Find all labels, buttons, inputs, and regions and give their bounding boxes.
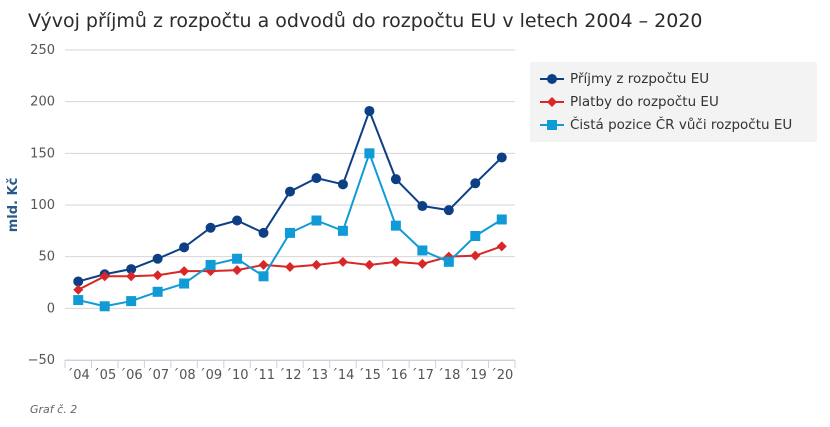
- data-point-diamond[interactable]: [311, 259, 322, 270]
- data-point-circle[interactable]: [417, 201, 428, 212]
- data-point-diamond[interactable]: [126, 271, 137, 282]
- legend-label: Příjmy z rozpočtu EU: [570, 71, 710, 87]
- x-tick-label: ´06: [120, 368, 143, 383]
- legend-square-marker-icon: [540, 120, 564, 130]
- data-point-square[interactable]: [470, 231, 481, 241]
- data-point-diamond[interactable]: [258, 259, 269, 270]
- y-tick-label: −50: [28, 353, 55, 368]
- x-tick-label: ´19: [464, 368, 487, 383]
- x-tick-label: ´12: [278, 368, 301, 383]
- data-point-square[interactable]: [258, 271, 269, 282]
- data-point-diamond[interactable]: [364, 259, 375, 270]
- data-point-square[interactable]: [496, 214, 507, 225]
- data-point-diamond[interactable]: [179, 266, 190, 277]
- data-point-circle[interactable]: [311, 173, 322, 184]
- grid-lines: [65, 49, 515, 361]
- legend-label: Platby do rozpočtu EU: [570, 94, 719, 110]
- y-tick-label: 0: [47, 301, 55, 316]
- data-point-diamond[interactable]: [99, 271, 110, 282]
- data-point-diamond[interactable]: [337, 256, 348, 267]
- data-point-circle[interactable]: [443, 205, 454, 216]
- data-point-square[interactable]: [443, 256, 454, 267]
- data-point-square[interactable]: [99, 301, 110, 312]
- data-point-circle[interactable]: [285, 186, 295, 197]
- x-tick-label: ´14: [331, 368, 354, 383]
- x-tick-label: ´18: [437, 368, 460, 383]
- data-point-square[interactable]: [73, 295, 84, 306]
- data-point-circle[interactable]: [470, 178, 481, 189]
- data-point-diamond[interactable]: [417, 258, 428, 269]
- legend-item-prijmy[interactable]: Příjmy z rozpočtu EU: [540, 68, 709, 90]
- data-point-diamond[interactable]: [232, 265, 243, 276]
- x-tick-label: ´09: [199, 368, 222, 383]
- x-tick-label: ´05: [93, 368, 116, 383]
- data-point-circle[interactable]: [258, 227, 269, 238]
- data-point-circle[interactable]: [390, 174, 401, 185]
- data-point-square[interactable]: [417, 245, 428, 256]
- series-2: [73, 148, 507, 312]
- x-tick-label: ´08: [173, 368, 196, 383]
- series-lines: [73, 105, 507, 312]
- legend-item-cista-pozice[interactable]: Čistá pozice ČR vůči rozpočtu EU: [540, 114, 792, 136]
- data-point-circle[interactable]: [205, 222, 216, 233]
- x-tick-label: ´07: [146, 368, 169, 383]
- data-point-diamond[interactable]: [390, 256, 401, 267]
- y-axis-title: mld. Kč: [6, 178, 21, 233]
- legend-diamond-marker-icon: [540, 97, 564, 107]
- footnote: Graf č. 2: [30, 403, 78, 416]
- data-point-circle[interactable]: [152, 253, 163, 264]
- x-tick-label: ´13: [305, 368, 328, 383]
- x-tick-label: ´17: [411, 368, 434, 383]
- data-point-square[interactable]: [126, 296, 137, 307]
- data-point-diamond[interactable]: [470, 250, 481, 261]
- x-tick-label: ´11: [252, 368, 275, 383]
- data-point-square[interactable]: [232, 253, 243, 264]
- y-tick-label: 100: [30, 198, 55, 213]
- data-point-square[interactable]: [337, 225, 348, 236]
- x-tick-label: ´20: [490, 368, 513, 383]
- data-point-diamond[interactable]: [73, 284, 84, 295]
- data-point-square[interactable]: [179, 278, 190, 289]
- chart-title: Vývoj příjmů z rozpočtu a odvodů do rozp…: [28, 10, 703, 32]
- legend-label: Čistá pozice ČR vůči rozpočtu EU: [570, 117, 793, 133]
- data-point-square[interactable]: [152, 286, 163, 297]
- data-point-diamond[interactable]: [496, 241, 507, 252]
- data-point-square[interactable]: [311, 215, 322, 226]
- data-point-diamond[interactable]: [285, 262, 295, 272]
- x-tick-label: ´15: [358, 368, 381, 383]
- y-tick-label: 200: [30, 95, 55, 110]
- data-point-circle[interactable]: [364, 105, 375, 116]
- legend-circle-marker-icon: [540, 74, 564, 84]
- legend-item-platby[interactable]: Platby do rozpočtu EU: [540, 91, 719, 113]
- data-point-square[interactable]: [390, 220, 401, 231]
- data-point-diamond[interactable]: [152, 270, 163, 281]
- data-point-circle[interactable]: [179, 242, 190, 253]
- data-point-circle[interactable]: [496, 152, 507, 163]
- y-tick-label: 50: [38, 250, 55, 265]
- x-tick-label: ´16: [384, 368, 407, 383]
- series-1: [73, 241, 507, 295]
- x-tick-label: ´10: [226, 368, 249, 383]
- data-point-square[interactable]: [364, 148, 375, 159]
- x-tick-label: ´04: [67, 368, 90, 383]
- data-point-square[interactable]: [205, 259, 216, 270]
- data-point-circle[interactable]: [232, 215, 243, 226]
- data-point-circle[interactable]: [73, 276, 84, 287]
- y-tick-label: 150: [30, 146, 55, 161]
- legend: Příjmy z rozpočtu EU Platby do rozpočtu …: [530, 62, 817, 142]
- data-point-circle[interactable]: [126, 264, 137, 275]
- data-point-square[interactable]: [285, 227, 295, 238]
- y-tick-label: 250: [30, 43, 55, 58]
- data-point-circle[interactable]: [337, 179, 348, 190]
